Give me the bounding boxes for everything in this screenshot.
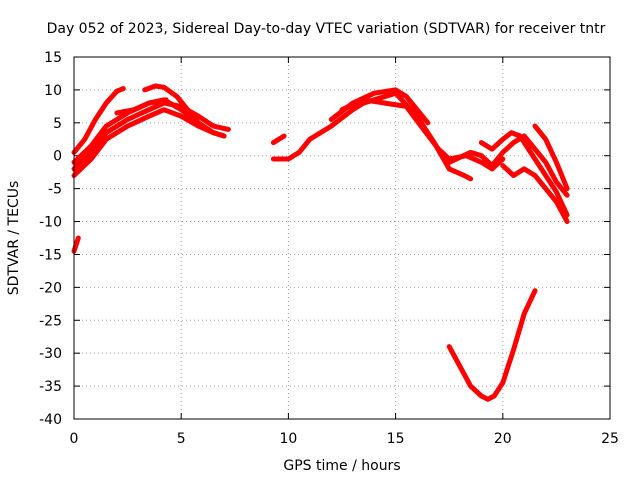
x-tick-label: 0 xyxy=(70,431,79,447)
y-axis-label: SDTVAR / TECUs xyxy=(6,181,22,296)
y-tick-label: -30 xyxy=(39,346,62,362)
series-line-arc-3 xyxy=(71,100,231,172)
y-tick-label: -20 xyxy=(39,280,62,296)
series-line-arc-15 xyxy=(532,123,570,192)
grid xyxy=(74,57,610,419)
series-line-arc-14 xyxy=(500,163,570,224)
series-line-arc-13 xyxy=(478,130,570,218)
series-line-arc-16 xyxy=(446,288,538,402)
x-tick-label: 20 xyxy=(494,431,512,447)
plot-frame xyxy=(73,56,611,420)
y-tick-label: 0 xyxy=(53,149,62,165)
y-tick-label: -10 xyxy=(39,215,62,231)
series-line-arc-9 xyxy=(270,90,474,182)
x-tick-label: 25 xyxy=(601,431,619,447)
x-tick-label: 15 xyxy=(387,431,405,447)
series-line-arc-10 xyxy=(339,97,506,172)
y-tick-label: -5 xyxy=(48,182,62,198)
y-tick-label: -15 xyxy=(39,247,62,263)
series-line-arc-6 xyxy=(114,97,169,116)
data-series xyxy=(71,83,570,402)
y-tick-label: 5 xyxy=(53,116,62,132)
y-tick-label: -35 xyxy=(39,379,62,395)
x-tick-label: 5 xyxy=(177,431,186,447)
chart-title: Day 052 of 2023, Sidereal Day-to-day VTE… xyxy=(47,21,606,37)
series-line-arc-1 xyxy=(71,86,126,155)
y-tick-label: -40 xyxy=(39,412,62,428)
series-line-arc-7 xyxy=(71,235,81,254)
series-line-arc-12 xyxy=(446,133,570,198)
y-tick-label: 15 xyxy=(44,50,62,66)
series-line-arc-5 xyxy=(142,83,210,132)
series-line-arc-8 xyxy=(270,133,287,146)
x-axis-label: GPS time / hours xyxy=(283,458,400,474)
y-tick-label: -25 xyxy=(39,313,62,329)
y-tick-label: 10 xyxy=(44,83,62,99)
x-tick-label: 10 xyxy=(279,431,297,447)
series-line-arc-11 xyxy=(328,87,431,126)
